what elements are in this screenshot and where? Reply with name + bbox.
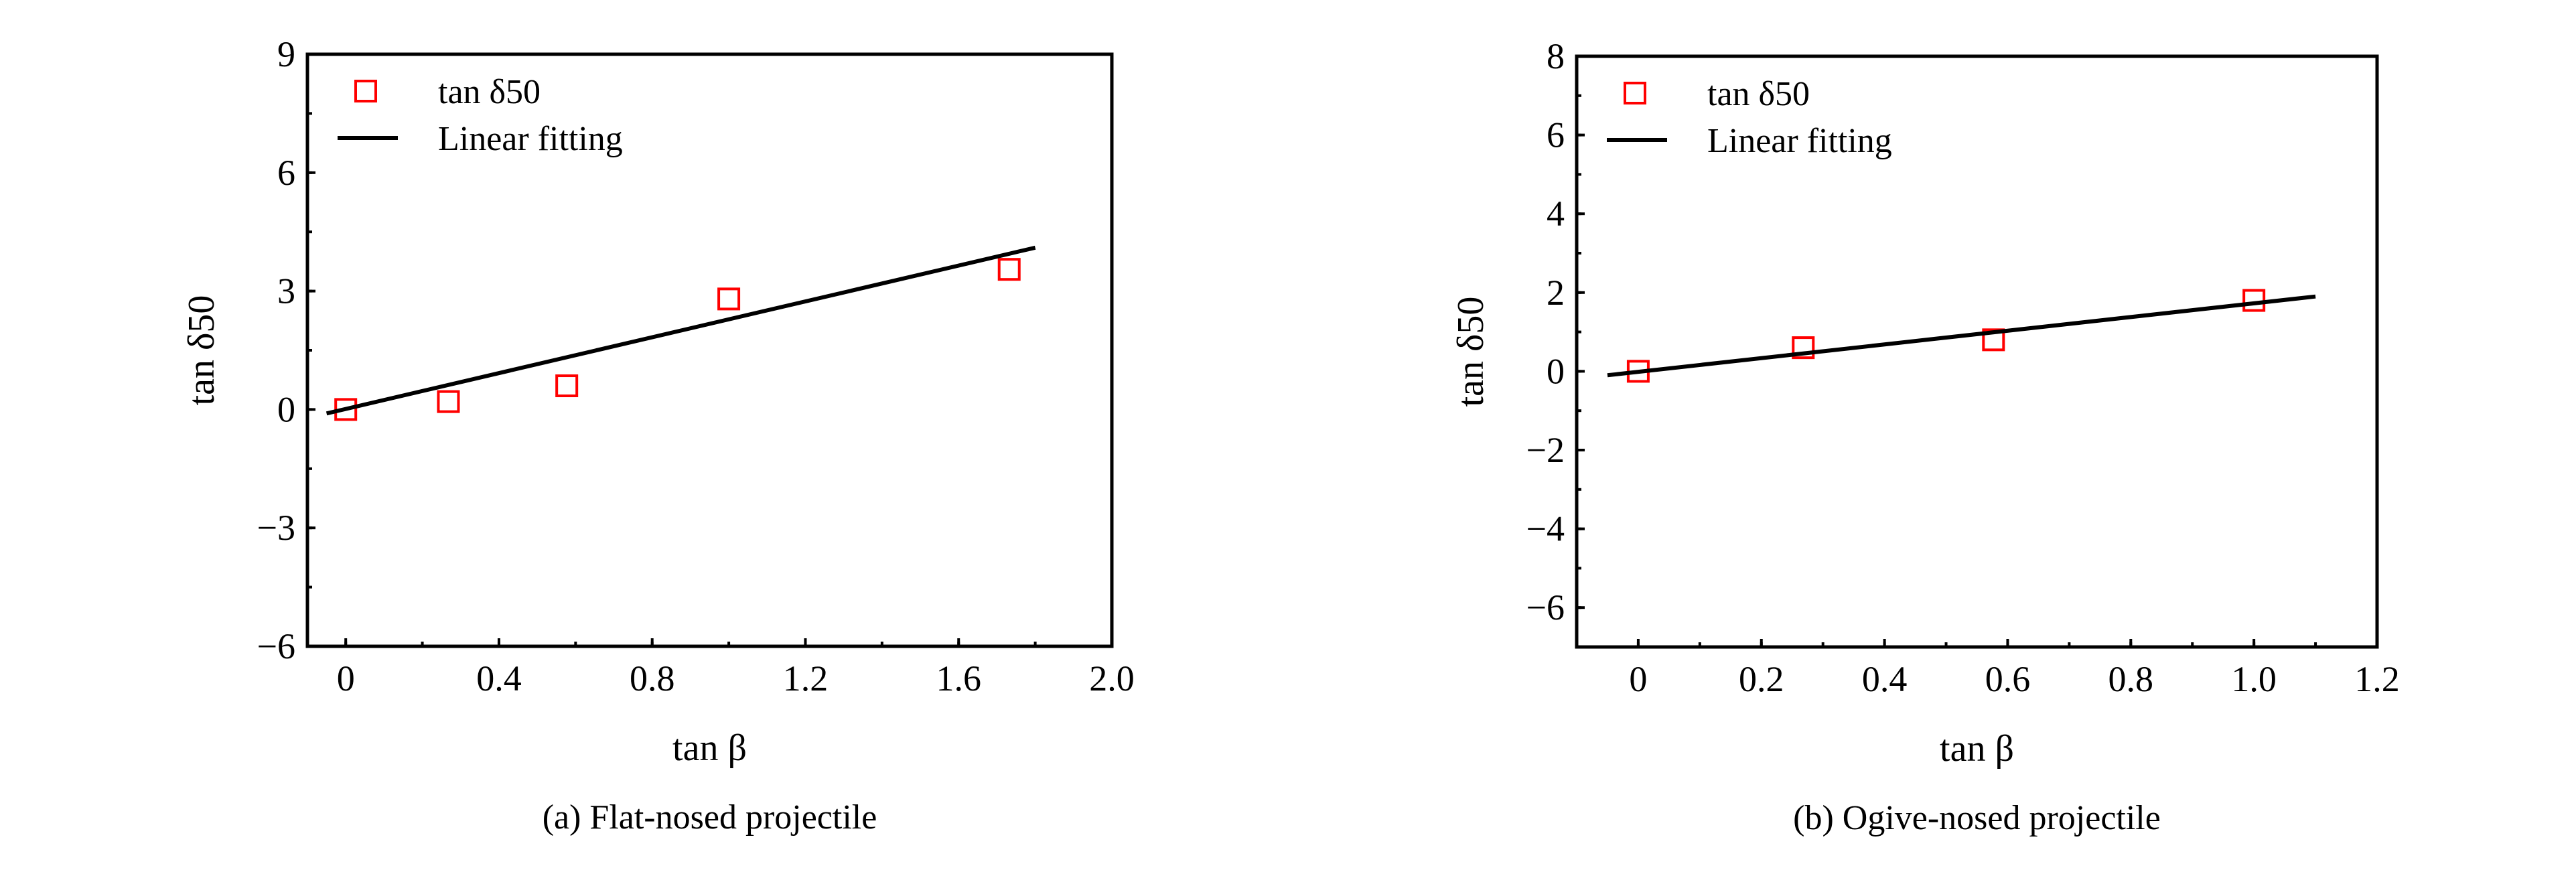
legend-label-points: tan δ50 — [1707, 75, 1810, 113]
x-tick-label: 2.0 — [1089, 658, 1135, 699]
plot-frame — [1575, 54, 2379, 649]
plot-frame — [305, 52, 1114, 648]
chart-caption: (a) Flat-nosed projectile — [543, 798, 877, 837]
x-tick-label: 0.8 — [2108, 659, 2154, 699]
y-tick-label: 0 — [1547, 351, 1565, 391]
y-tick-label: 3 — [277, 271, 295, 311]
legend-marker-square — [354, 80, 377, 102]
legend-label-points: tan δ50 — [438, 73, 541, 111]
data-point — [1792, 336, 1815, 360]
y-axis-label: tan δ50 — [1450, 297, 1492, 407]
x-tick-label: 0.2 — [1739, 659, 1784, 699]
legend-label-fit: Linear fitting — [438, 120, 623, 158]
x-axis-label: tan β — [1940, 728, 2014, 770]
x-tick-label: 1.2 — [783, 658, 829, 699]
x-tick-label: 0.4 — [1862, 659, 1908, 699]
x-tick-label: 0 — [1629, 659, 1647, 699]
data-point — [2242, 289, 2266, 312]
data-point — [555, 374, 579, 398]
y-tick-label: 8 — [1547, 36, 1565, 76]
fit-line — [1607, 294, 2316, 378]
x-tick-label: 0.4 — [476, 658, 522, 699]
y-axis-label: tan δ50 — [181, 295, 222, 406]
data-point — [1982, 328, 2005, 352]
y-tick-label: 9 — [277, 34, 295, 74]
data-point — [997, 258, 1021, 281]
x-tick-label: 1.2 — [2354, 659, 2400, 699]
y-tick-label: −3 — [257, 508, 295, 548]
x-tick-label: 0.6 — [1985, 659, 2031, 699]
y-tick-label: −4 — [1526, 509, 1565, 549]
x-axis-label: tan β — [672, 727, 747, 769]
chart-a: 0 0.4 0.8 1.2 1.6 2.0 −6 −3 0 3 6 9 tan β tan δ50 (a) … — [181, 34, 1135, 837]
y-tick-label: 4 — [1547, 194, 1565, 234]
x-tick-label: 0.8 — [630, 658, 675, 699]
x-tick-label: 1.6 — [936, 658, 981, 699]
x-tick-label: 1.0 — [2231, 659, 2277, 699]
data-point — [437, 390, 460, 413]
data-point — [717, 287, 741, 311]
y-tick-label: 6 — [1547, 115, 1565, 155]
y-tick-label: −2 — [1526, 430, 1565, 470]
x-tick-label: 0 — [337, 658, 355, 699]
chart-b: 0 0.2 0.4 0.6 0.8 1.0 1.2 −6 −4 −2 0 2 4 6 8 tan β tan δ… — [1450, 36, 2400, 837]
legend-marker-square — [1624, 82, 1646, 104]
y-tick-label: 2 — [1547, 273, 1565, 313]
y-tick-label: −6 — [257, 626, 295, 666]
fit-line — [326, 245, 1036, 416]
y-tick-label: 0 — [277, 389, 295, 429]
legend-label-fit: Linear fitting — [1707, 122, 1892, 160]
y-tick-label: −6 — [1526, 587, 1565, 628]
y-tick-label: 6 — [277, 153, 295, 193]
chart-caption: (b) Ogive-nosed projectile — [1793, 799, 2161, 837]
